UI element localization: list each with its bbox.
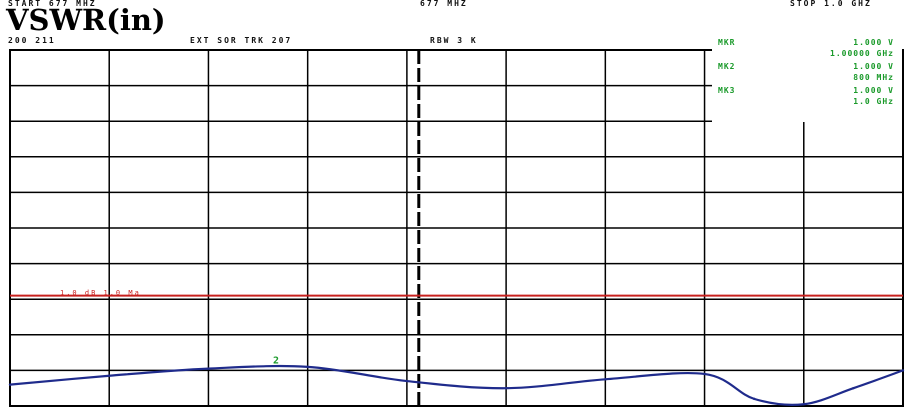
marker-value-2a: 1.000 V [853, 62, 894, 71]
marker-label-2: MK2 [718, 62, 736, 71]
chart-title: VSWR(in) [6, 3, 166, 37]
reference-line-label: 1.0 dB 1.0 Ma [60, 289, 141, 297]
header-center: 677 MHZ [420, 0, 468, 8]
trace-point [852, 387, 855, 390]
point-marker-label: 2 [273, 355, 279, 366]
header-line2-left: 200 211 [8, 36, 56, 45]
trace-point [405, 379, 409, 383]
trace-point [504, 387, 508, 390]
trace-line [9, 364, 904, 406]
trace-point [108, 374, 111, 377]
point-markers: 2 [273, 355, 279, 366]
trace-point [306, 365, 309, 369]
marker-value-1a: 1.000 V [853, 38, 894, 47]
header-line2-mid: EXT SOR TRK 207 [190, 36, 293, 45]
marker-value-2b: 800 MHz [853, 73, 894, 82]
trace-point [703, 372, 706, 376]
trace-point [604, 378, 607, 381]
trace-point [752, 397, 756, 401]
header-stop: STOP 1.0 GHZ [790, 0, 872, 8]
header-line2-right: RBW 3 K [430, 36, 478, 45]
marker-value-3a: 1.000 V [853, 86, 894, 95]
trace-point [802, 403, 805, 406]
marker-value-3b: 1.0 GHz [853, 97, 894, 106]
marker-readout-panel: MKR 1.000 V 1.00000 GHz MK2 1.000 V 800 … [712, 36, 902, 122]
marker-value-1b: 1.00000 GHz [830, 49, 894, 58]
marker-label-1: MKR [718, 38, 736, 47]
trace-point [901, 369, 905, 372]
marker-label-3: MK3 [718, 86, 736, 95]
trace-point [8, 383, 12, 386]
trace-point [207, 367, 210, 370]
header-start: START 677 MHZ [8, 0, 97, 8]
trace [8, 364, 905, 406]
